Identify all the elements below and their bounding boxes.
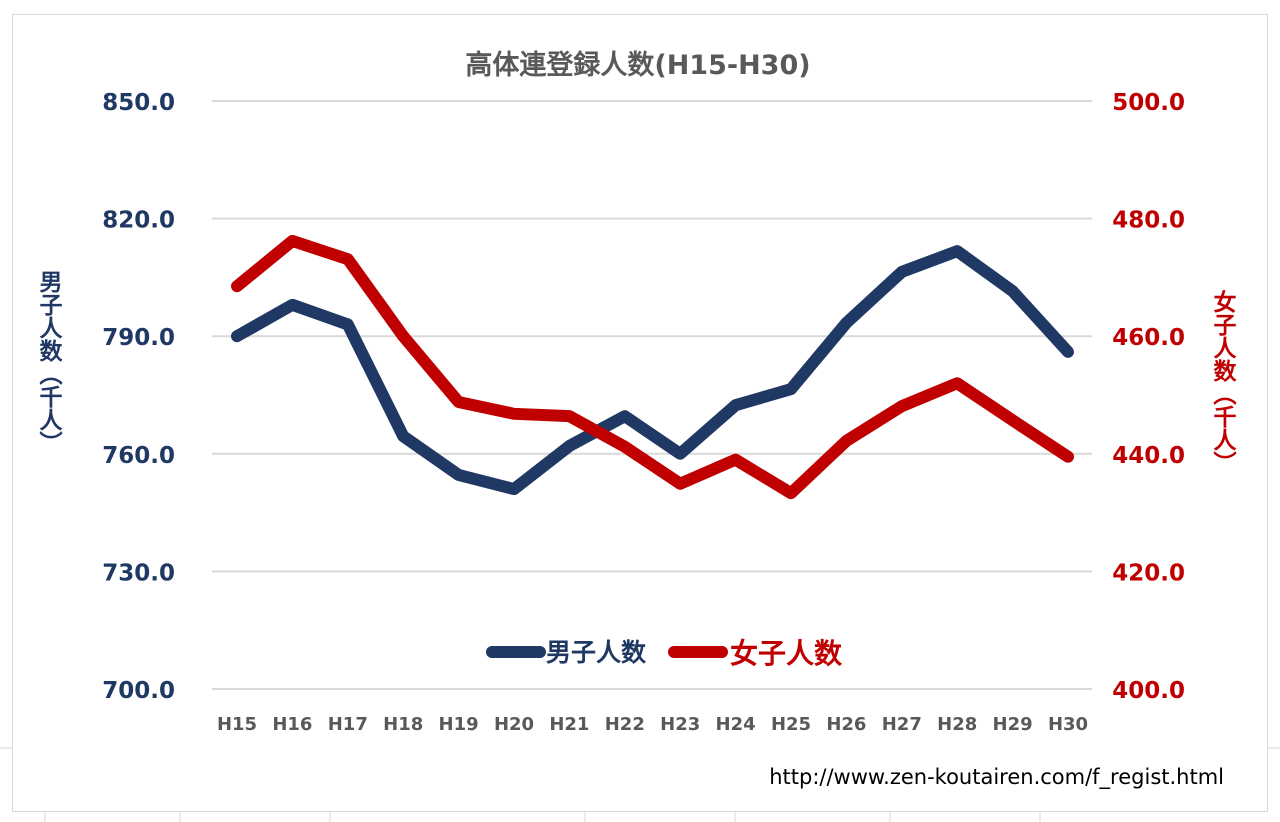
x-tick-label: H25 (771, 714, 811, 735)
x-tick-label: H21 (549, 714, 589, 735)
data-point (236, 285, 238, 288)
data-point (956, 382, 959, 385)
x-tick-label: H29 (993, 714, 1033, 735)
x-tick-label: H28 (937, 714, 977, 735)
chart-area[interactable] (12, 14, 1268, 812)
data-point (457, 473, 460, 476)
data-point (734, 458, 737, 461)
data-point (845, 321, 848, 324)
right-tick-label: 440.0 (1112, 443, 1185, 469)
legend-label-male: 男子人数 (546, 638, 647, 667)
x-tick-label: H30 (1048, 714, 1088, 735)
source-url[interactable]: http://www.zen-koutairen.com/f_regist.ht… (769, 765, 1224, 789)
legend-label-female: 女子人数 (730, 637, 843, 670)
left-tick-label: 850.0 (102, 90, 175, 116)
data-point (1067, 350, 1069, 353)
data-point (1011, 290, 1014, 293)
left-tick-label: 700.0 (102, 678, 175, 704)
right-tick-label: 500.0 (1112, 90, 1185, 116)
series-line-female (231, 234, 1074, 500)
data-point (1067, 455, 1069, 458)
data-point (513, 412, 515, 415)
data-point (236, 335, 238, 338)
data-point (291, 239, 294, 242)
right-tick-label: 400.0 (1112, 678, 1185, 704)
data-point (568, 415, 571, 418)
data-point (513, 488, 515, 491)
left-tick-label: 820.0 (102, 208, 175, 234)
x-tick-label: H19 (439, 714, 479, 735)
data-point (900, 270, 903, 273)
data-point (291, 303, 294, 306)
data-point (790, 492, 792, 495)
data-point (790, 388, 792, 391)
data-point (845, 439, 848, 442)
left-tick-label: 730.0 (102, 560, 175, 586)
x-tick-label: H26 (826, 714, 866, 735)
right-tick-label: 480.0 (1112, 208, 1185, 234)
left-tick-label: 760.0 (102, 443, 175, 469)
chart-title: 高体連登録人数(H15-H30) (465, 49, 810, 81)
x-tick-label: H17 (328, 714, 368, 735)
x-tick-label: H20 (494, 714, 534, 735)
data-point (956, 250, 959, 253)
data-point (1011, 419, 1014, 422)
data-point (568, 444, 571, 447)
x-tick-label: H18 (383, 714, 423, 735)
data-point (346, 323, 349, 326)
data-point (457, 401, 460, 404)
data-point (734, 404, 737, 407)
data-point (679, 452, 682, 455)
data-point (402, 435, 405, 438)
data-point (679, 482, 682, 485)
data-point (402, 335, 405, 338)
data-point (623, 415, 626, 418)
left-tick-label: 790.0 (102, 325, 175, 351)
data-point (900, 405, 903, 408)
left-axis-title: 男子人数（千人） (35, 270, 63, 454)
right-tick-label: 420.0 (1112, 560, 1185, 586)
data-point (623, 445, 626, 448)
x-tick-label: H27 (882, 714, 922, 735)
x-tick-label: H23 (660, 714, 700, 735)
x-tick-label: H22 (605, 714, 645, 735)
series-line-male (231, 245, 1074, 496)
legend: 男子人数 女子人数 (486, 637, 843, 670)
right-tick-label: 460.0 (1112, 325, 1185, 351)
x-tick-label: H24 (716, 714, 756, 735)
x-tick-label: H15 (217, 714, 257, 735)
data-point (346, 258, 349, 261)
x-tick-label: H16 (272, 714, 312, 735)
right-axis-title: 女子人数（千人） (1209, 289, 1237, 474)
